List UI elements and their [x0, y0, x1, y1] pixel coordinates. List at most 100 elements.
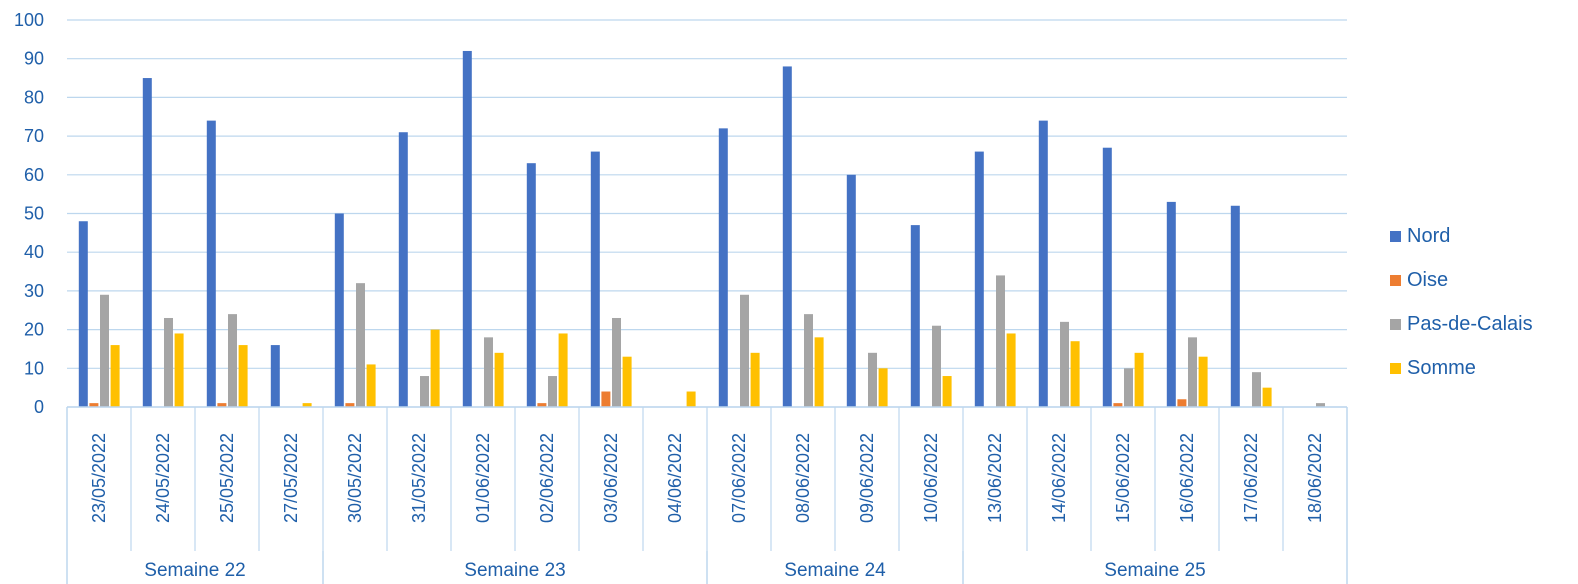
legend-item-pas-de-calais: Pas-de-Calais — [1390, 302, 1576, 346]
x-axis-group-labels: Semaine 22 Semaine 23 Semaine 24 Semaine 25 — [144, 560, 1205, 581]
x-tick-label: 30/05/2022 — [345, 433, 365, 523]
x-tick-label: 04/06/2022 — [665, 433, 685, 523]
bar-pas-de-calais — [484, 337, 493, 407]
x-tick-label: 09/06/2022 — [857, 433, 877, 523]
x-tick-label: 15/06/2022 — [1113, 433, 1133, 523]
legend-swatch-somme — [1390, 362, 1401, 374]
x-tick-label: 02/06/2022 — [537, 433, 557, 523]
x-tick-label: 24/05/2022 — [153, 433, 173, 523]
x-axis-labels: 23/05/2022 24/05/2022 25/05/2022 27/05/2022… — [89, 433, 1325, 523]
bar-somme — [750, 352, 760, 407]
legend: Nord Oise Pas-de-Calais Somme — [1390, 214, 1576, 390]
y-tick-label: 40 — [24, 242, 44, 262]
x-tick-label: 25/05/2022 — [217, 433, 237, 523]
bar-somme — [1198, 356, 1208, 407]
bar-oise — [1113, 403, 1123, 407]
x-tick-label: 13/06/2022 — [985, 433, 1005, 523]
legend-swatch-pas-de-calais — [1390, 318, 1401, 330]
bar-somme — [1006, 333, 1016, 407]
bar-nord — [1038, 120, 1048, 408]
y-tick-label: 100 — [14, 10, 44, 30]
bar-pas-de-calais — [1316, 403, 1325, 407]
bar-somme — [814, 337, 824, 407]
x-tick-label: 16/06/2022 — [1177, 433, 1197, 523]
bar-pas-de-calais — [164, 317, 173, 407]
bar-nord — [1166, 201, 1176, 407]
y-tick-label: 60 — [24, 165, 44, 185]
bar-nord — [1230, 205, 1240, 407]
group-label: Semaine 25 — [1104, 560, 1205, 581]
bar-pas-de-calais — [996, 275, 1005, 407]
bar-pas-de-calais — [740, 294, 749, 407]
bar-somme — [686, 391, 696, 407]
bar-somme — [494, 352, 504, 407]
bars — [78, 50, 1325, 408]
bar-oise — [89, 403, 99, 407]
legend-item-somme: Somme — [1390, 346, 1576, 390]
x-axis — [66, 406, 1348, 584]
bar-somme — [174, 333, 184, 407]
y-tick-label: 0 — [34, 397, 44, 417]
group-label: Semaine 24 — [784, 560, 886, 581]
bar-somme — [1070, 341, 1080, 407]
y-tick-label: 80 — [24, 87, 44, 107]
x-tick-label: 01/06/2022 — [473, 433, 493, 523]
legend-swatch-oise — [1390, 274, 1401, 286]
bar-pas-de-calais — [804, 314, 813, 407]
bar-pas-de-calais — [932, 325, 941, 407]
x-tick-label: 27/05/2022 — [281, 433, 301, 523]
bar-nord — [142, 78, 152, 408]
y-tick-label: 90 — [24, 49, 44, 69]
legend-item-nord: Nord — [1390, 214, 1576, 258]
y-tick-label: 50 — [24, 204, 44, 224]
group-label: Semaine 22 — [144, 560, 245, 581]
bar-pas-de-calais — [1252, 372, 1261, 407]
bar-nord — [974, 151, 984, 407]
bar-somme — [942, 376, 952, 407]
legend-label-somme: Somme — [1407, 356, 1476, 379]
bar-nord — [846, 174, 856, 407]
bar-pas-de-calais — [228, 314, 237, 407]
bar-somme — [622, 356, 632, 407]
bar-nord — [270, 345, 280, 407]
legend-item-oise: Oise — [1390, 258, 1576, 302]
x-tick-label: 18/06/2022 — [1305, 433, 1325, 523]
y-axis-ticks: 0 10 20 30 40 50 60 70 80 90 100 — [14, 10, 44, 417]
bar-nord — [334, 213, 344, 407]
bar-somme — [110, 345, 120, 407]
x-tick-label: 10/06/2022 — [921, 433, 941, 523]
bar-pas-de-calais — [100, 294, 109, 407]
bar-nord — [526, 163, 536, 407]
bar-somme — [238, 345, 248, 407]
bar-nord — [398, 132, 408, 408]
bar-somme — [1134, 352, 1144, 407]
bar-nord — [78, 221, 88, 407]
bar-oise — [601, 391, 611, 407]
x-tick-label: 08/06/2022 — [793, 433, 813, 523]
bar-somme — [430, 329, 440, 407]
bar-oise — [345, 403, 355, 407]
bar-nord — [910, 225, 920, 407]
legend-swatch-nord — [1390, 230, 1401, 242]
bar-nord — [1102, 147, 1112, 407]
x-tick-label: 17/06/2022 — [1241, 433, 1261, 523]
y-tick-label: 30 — [24, 281, 44, 301]
bar-nord — [718, 128, 728, 408]
x-tick-label: 07/06/2022 — [729, 433, 749, 523]
y-tick-label: 10 — [24, 358, 44, 378]
bar-somme — [302, 403, 312, 407]
x-tick-label: 03/06/2022 — [601, 433, 621, 523]
bar-somme — [878, 368, 888, 407]
bar-somme — [366, 364, 376, 407]
bar-pas-de-calais — [420, 376, 429, 407]
bar-oise — [1177, 399, 1187, 407]
bar-nord — [590, 151, 600, 407]
legend-label-nord: Nord — [1407, 224, 1451, 247]
bar-oise — [537, 403, 547, 407]
bar-nord — [462, 50, 472, 408]
y-tick-label: 70 — [24, 126, 44, 146]
x-tick-label: 23/05/2022 — [89, 433, 109, 523]
y-tick-label: 20 — [24, 320, 44, 340]
bar-pas-de-calais — [612, 317, 621, 407]
bar-pas-de-calais — [1124, 368, 1133, 407]
